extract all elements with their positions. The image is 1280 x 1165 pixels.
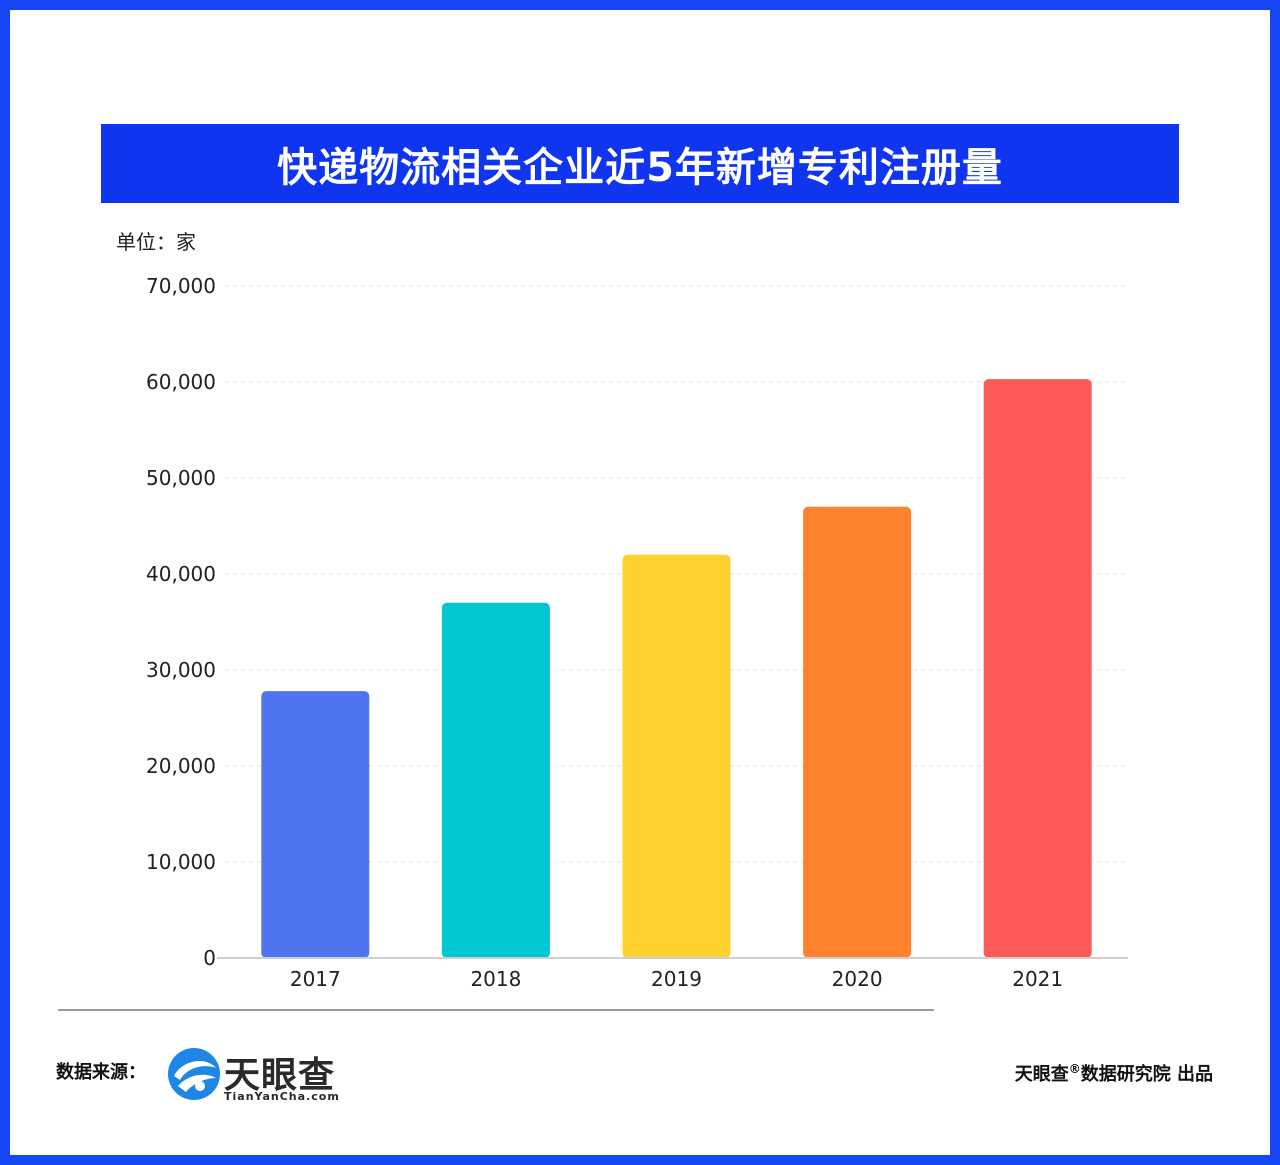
credit-rest: 数据研究院 出品 (1080, 1064, 1213, 1085)
x-tick-label: 2020 (832, 967, 883, 991)
chart-title: 快递物流相关企业近5年新增专利注册量 (277, 144, 1003, 191)
bars (261, 379, 1092, 958)
y-tick-label: 60,000 (146, 370, 216, 394)
tianyancha-logo: 天眼查 TianYanCha.com (166, 1046, 366, 1106)
y-tick-label: 20,000 (146, 754, 216, 778)
bar-2019 (622, 554, 731, 958)
logo-name: 天眼查 (224, 1055, 336, 1096)
y-tick-label: 10,000 (146, 850, 216, 874)
logo-domain: TianYanCha.com (224, 1090, 340, 1103)
x-tick-label: 2018 (470, 967, 521, 991)
footer-divider (58, 1009, 934, 1011)
bar-2021 (983, 379, 1092, 958)
title-banner: 快递物流相关企业近5年新增专利注册量 (101, 124, 1179, 203)
x-axis-ticks: 2017 2018 2019 2020 2021 (290, 967, 1063, 991)
y-tick-label: 30,000 (146, 658, 216, 682)
y-tick-label: 50,000 (146, 466, 216, 490)
bar-2018 (441, 602, 550, 958)
x-tick-label: 2021 (1012, 967, 1063, 991)
y-axis-ticks: 0 10,000 20,000 30,000 40,000 50,000 60,000 70,… (146, 274, 216, 970)
bar-2017 (261, 691, 370, 958)
unit-label: 单位：家 (116, 230, 196, 254)
y-tick-label: 70,000 (146, 274, 216, 298)
y-tick-label: 0 (203, 946, 216, 970)
x-tick-label: 2017 (290, 967, 341, 991)
credit-line: 天眼查®数据研究院 出品 (1015, 1060, 1213, 1086)
bar-2020 (803, 506, 912, 958)
registered-mark: ® (1068, 1062, 1081, 1076)
eye-logo-icon (168, 1048, 220, 1100)
y-tick-label: 40,000 (146, 562, 216, 586)
source-label: 数据来源： (56, 1062, 146, 1083)
credit-brand: 天眼查 (1014, 1064, 1069, 1085)
x-tick-label: 2019 (651, 967, 702, 991)
